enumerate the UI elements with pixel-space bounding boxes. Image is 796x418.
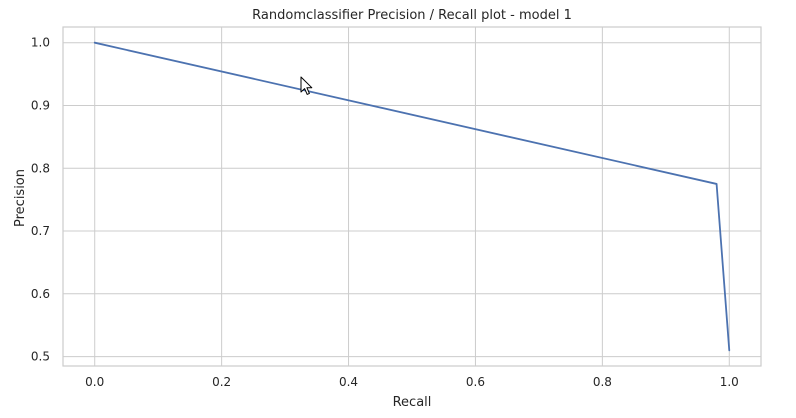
y-tick-label: 0.5 xyxy=(31,350,50,364)
axes-frame xyxy=(62,26,762,367)
x-tick-label: 1.0 xyxy=(720,375,739,389)
y-axis-label: Precision xyxy=(13,169,28,227)
y-tick-labels: 0.5 0.6 0.7 0.8 0.9 1.0 xyxy=(31,36,50,364)
x-tick-label: 0.0 xyxy=(85,375,104,389)
x-tick-label: 0.2 xyxy=(212,375,231,389)
x-tick-label: 0.4 xyxy=(339,375,358,389)
plot-frame xyxy=(62,26,762,367)
y-tick-label: 1.0 xyxy=(31,36,50,50)
chart-title: Randomclassifier Precision / Recall plot… xyxy=(252,8,572,23)
y-tick-label: 0.7 xyxy=(31,224,50,238)
x-tick-label: 0.6 xyxy=(466,375,485,389)
mouse-pointer-icon xyxy=(300,76,313,95)
grid-layer xyxy=(63,27,761,366)
series-layer xyxy=(93,41,731,352)
x-tick-label: 0.8 xyxy=(593,375,612,389)
y-tick-label: 0.9 xyxy=(31,98,50,112)
x-tick-labels: 0.0 0.2 0.4 0.6 0.8 1.0 xyxy=(85,375,739,389)
y-tick-label: 0.6 xyxy=(31,287,50,301)
precision-recall-line xyxy=(93,41,731,352)
y-tick-label: 0.8 xyxy=(31,161,50,175)
x-axis-label: Recall xyxy=(393,395,432,410)
